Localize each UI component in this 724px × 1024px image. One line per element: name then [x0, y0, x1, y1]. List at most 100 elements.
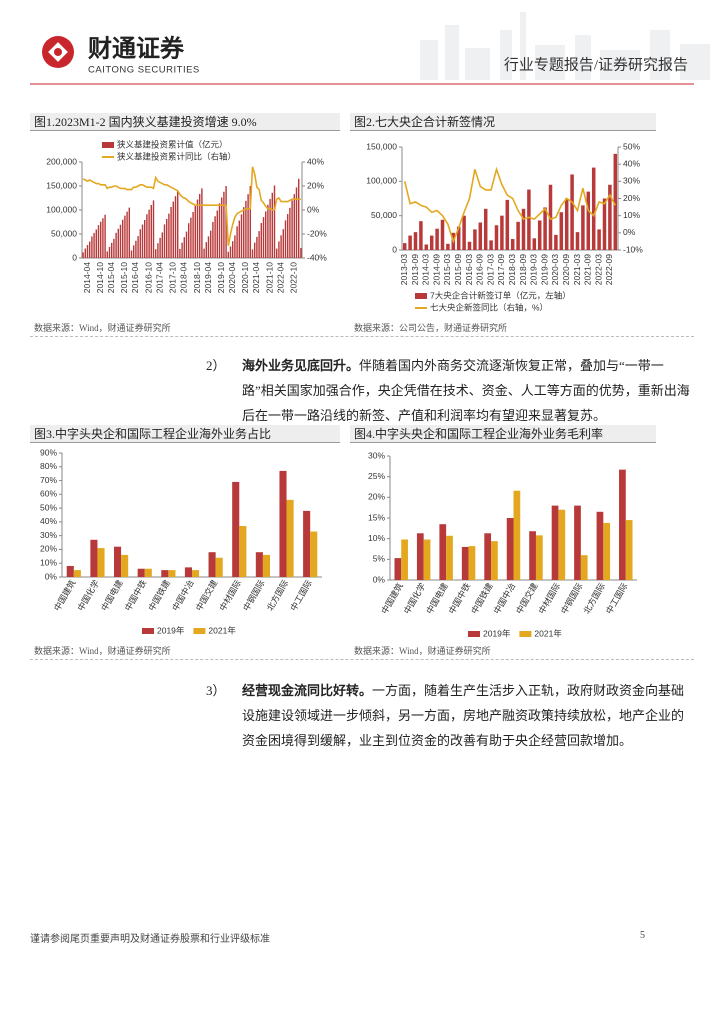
bar: [115, 232, 117, 258]
header-graphic: 财通证券 CAITONG SECURITIES 行业专题报告/证券研究报告: [30, 12, 710, 85]
bar: [238, 220, 241, 258]
bar: [212, 222, 214, 258]
bar: [106, 251, 109, 258]
source: 数据来源：公司公告，财通证券研究所: [354, 323, 508, 333]
y2-tick-label: -40%: [307, 252, 327, 262]
bar: [435, 228, 439, 250]
bar: [551, 505, 559, 580]
bar: [126, 211, 128, 258]
x-tick-label: 2014-10: [95, 262, 105, 293]
y-tick-label: 50%: [40, 502, 57, 512]
bar: [102, 218, 104, 258]
bar: [137, 568, 145, 577]
bar: [168, 570, 176, 577]
y-tick-label: 30%: [368, 450, 385, 460]
x-tick-label: 2022-09: [604, 254, 614, 285]
bar: [113, 238, 115, 258]
bar: [135, 240, 137, 258]
y-tick-label: 100,000: [366, 176, 397, 186]
para-text: 一方面，随着生产生活步入正轨，政府财政资金向基础设施建设领域进一步倾斜，另一方面…: [242, 683, 685, 748]
x-tick-label: 中国中冶: [170, 578, 196, 613]
brand: 财通证券: [88, 34, 185, 62]
y-tick-label: 20%: [368, 492, 385, 502]
x-tick-label: 2021-10: [264, 262, 274, 293]
bar: [303, 510, 311, 577]
bar: [88, 241, 91, 258]
y-tick-label: 50,000: [371, 210, 397, 220]
y-tick-label: 15%: [368, 512, 385, 522]
legend-label: 2021年: [534, 628, 562, 638]
bar: [608, 184, 612, 250]
legend-label: 七大央企新签同比（右轴，%）: [430, 302, 548, 312]
divider: [30, 659, 694, 660]
chart: 0%5%10%15%20%25%30%中国建筑中国化学中国电建中国中铁中国铁建中…: [368, 450, 637, 638]
x-tick-label: 2019-09: [539, 254, 549, 285]
bar: [99, 221, 102, 258]
bar: [527, 189, 531, 250]
bar: [198, 193, 201, 258]
x-tick-label: 中工国际: [604, 581, 630, 616]
logo-icon: [42, 36, 74, 68]
bar: [146, 214, 148, 258]
x-tick-label: 中钢国际: [241, 578, 267, 613]
bar: [468, 546, 476, 580]
x-tick-label: 2019-10: [216, 262, 226, 293]
figure-title: 图1.2023M1-2 国内狭义基建投资增速 9.0%: [30, 113, 340, 131]
bar: [483, 208, 488, 250]
x-tick-label: 2016-10: [143, 262, 153, 293]
bar: [575, 232, 580, 250]
legend-swatch: [468, 631, 480, 637]
x-tick-label: 中工国际: [288, 578, 314, 613]
bar: [121, 554, 129, 577]
bar: [619, 469, 626, 580]
bar: [260, 222, 263, 258]
y-tick-label: 30%: [40, 530, 57, 540]
bar: [429, 235, 434, 250]
bar: [216, 210, 219, 258]
bar: [300, 247, 302, 258]
bar: [114, 546, 122, 577]
x-tick-label: 2018-03: [507, 254, 517, 285]
bar: [249, 186, 252, 258]
x-tick-label: 北方国际: [265, 578, 291, 613]
bar: [90, 539, 98, 577]
legend-label: 2021年: [208, 625, 236, 635]
bar: [416, 533, 424, 580]
bar: [86, 245, 89, 258]
paragraph: 3） 经营现金流同比好转。一方面，随着生产生活步入正轨，政府财政资金向基础设施建…: [206, 678, 690, 753]
bar: [144, 568, 152, 577]
footer-disclaimer: 谨请参阅尾页重要声明及财通证券股票和行业评级标准: [30, 934, 270, 945]
bar: [207, 236, 210, 258]
x-tick-label: 2015-04: [106, 262, 116, 293]
bar: [185, 231, 188, 258]
x-tick-label: 2021-03: [572, 254, 582, 285]
y-tick-label: 80%: [40, 461, 57, 471]
source: 数据来源：Wind，财通证券研究所: [354, 646, 491, 656]
bar: [273, 185, 276, 258]
x-tick-label: 中国中铁: [123, 578, 149, 613]
bar: [262, 217, 265, 258]
legend-swatch: [102, 142, 114, 148]
y-tick-label: 20%: [40, 544, 57, 554]
source: 数据来源：Wind，财通证券研究所: [34, 646, 171, 656]
bar: [484, 533, 492, 580]
source: 数据来源：Wind，财通证券研究所: [34, 323, 171, 333]
bar: [440, 219, 445, 250]
bar: [161, 232, 164, 258]
x-tick-label: 中国电建: [99, 578, 125, 613]
bar: [183, 237, 186, 258]
legend-swatch: [415, 293, 427, 299]
brand-en: CAITONG SECURITIES: [88, 65, 200, 76]
x-tick-label: 2014-03: [421, 254, 431, 285]
bar: [591, 167, 596, 250]
bar: [271, 192, 274, 258]
bar: [505, 199, 510, 250]
bar: [394, 558, 402, 580]
bar: [108, 246, 111, 258]
bar: [181, 242, 183, 258]
x-tick-label: 2013-09: [410, 254, 420, 285]
bar: [473, 229, 477, 250]
legend-label: 2019年: [483, 628, 511, 638]
y2-tick-label: -10%: [623, 244, 643, 254]
legend-swatch: [142, 628, 154, 634]
